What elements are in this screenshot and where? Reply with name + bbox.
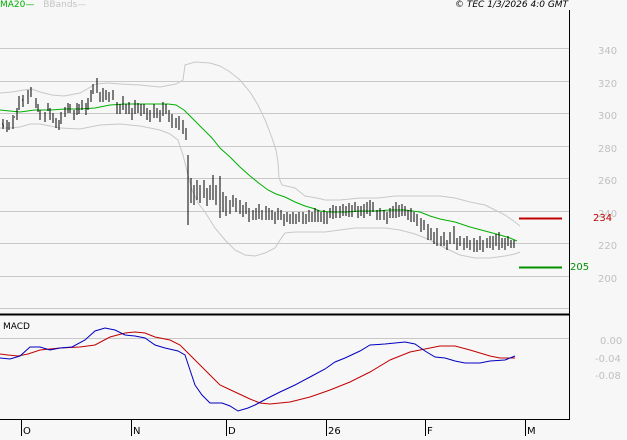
ohlc-bars	[2, 78, 515, 252]
time-tick-feb: F	[427, 426, 433, 437]
time-tick-dec: D	[228, 426, 236, 437]
macd-signal-line	[0, 331, 515, 405]
time-tick-nov: N	[133, 426, 141, 437]
price-tick-260: 260	[598, 176, 618, 187]
macd-tick-0: 0.00	[600, 336, 623, 347]
price-tick-300: 300	[598, 111, 618, 122]
time-tick-oct: O	[23, 426, 31, 437]
time-tick-2026: 26	[328, 426, 341, 437]
macd-panel-title: MACD	[3, 322, 30, 332]
price-tick-240: 240	[598, 209, 618, 220]
price-tick-320: 320	[598, 79, 618, 90]
legend-ma20-swatch: —	[25, 0, 35, 10]
legend-bbands-swatch: —	[77, 0, 87, 10]
price-tick-340: 340	[598, 46, 618, 57]
macd-tick-neg008: -0.08	[595, 371, 621, 382]
legend-ma20-label: MA20	[0, 0, 26, 10]
macd-tick-neg004: -0.04	[595, 354, 621, 365]
legend-ma20[interactable]: MA20—	[0, 0, 34, 10]
legend-bbands-label: BBands	[43, 0, 78, 10]
resistance-value-label: 234	[593, 213, 613, 224]
time-axis-ticks	[21, 420, 526, 436]
support-value-label: 205	[570, 262, 590, 273]
price-tick-200: 200	[598, 274, 618, 285]
ma20-line	[0, 103, 518, 242]
chart-legend: MA20— BBands—	[0, 0, 86, 11]
bollinger-bands	[0, 61, 521, 259]
price-tick-280: 280	[598, 144, 618, 155]
price-gridlines	[0, 48, 569, 309]
price-tick-220: 220	[598, 241, 618, 252]
legend-bbands[interactable]: BBands—	[43, 0, 86, 10]
macd-line	[0, 327, 516, 412]
copyright-timestamp: © TEC 1/3/2026 4:0 GMT	[455, 0, 569, 10]
time-tick-mar: M	[527, 426, 536, 437]
